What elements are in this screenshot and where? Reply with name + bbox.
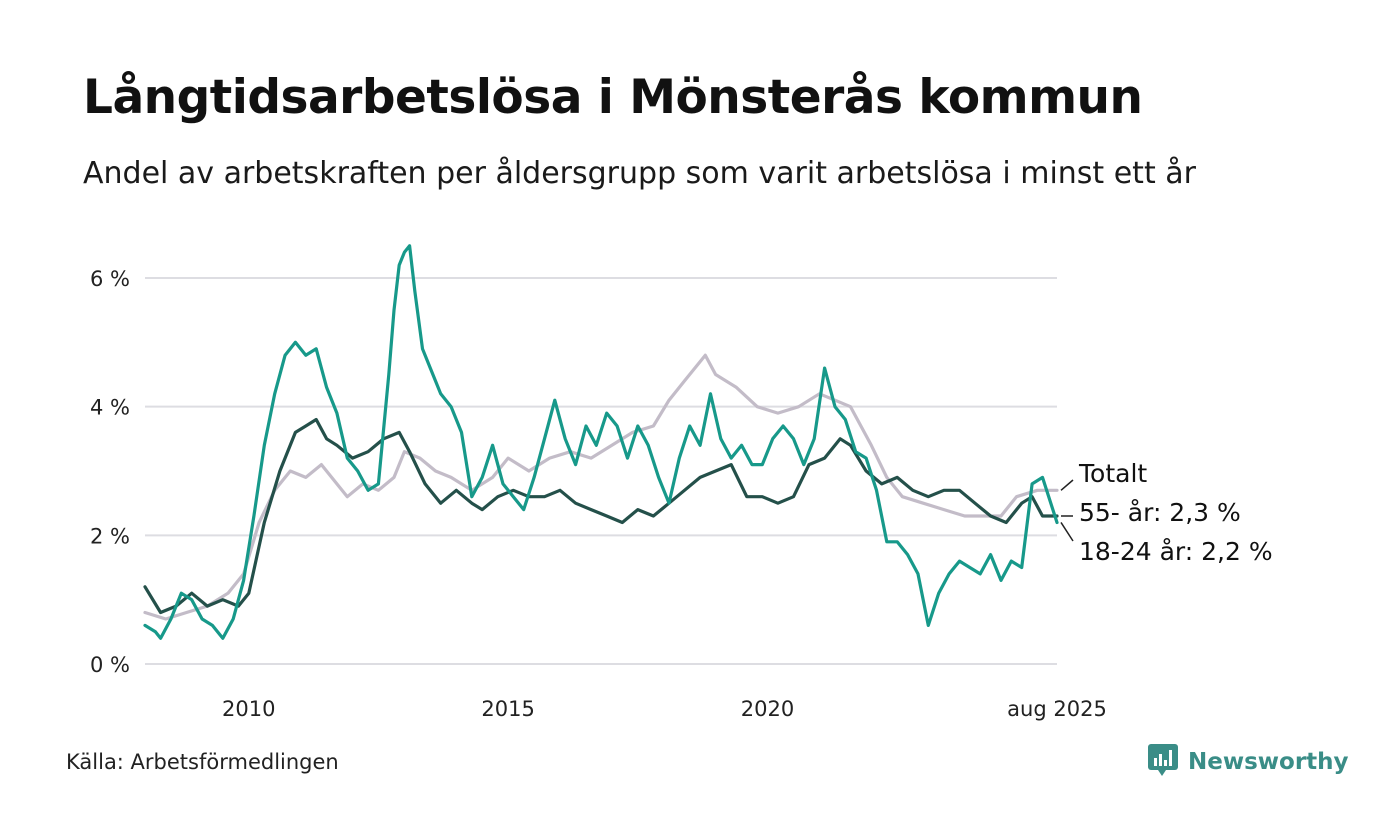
chart-title: Långtidsarbetslösa i Mönsterås kommun	[83, 70, 1143, 125]
x-axis-tick-labels: 2010 2015 2020 aug 2025	[222, 697, 1107, 721]
newsworthy-logo-icon	[1148, 744, 1178, 780]
leader-line	[1060, 479, 1074, 491]
x-tick-label: 2020	[741, 697, 794, 721]
y-tick-label: 0 %	[90, 653, 130, 677]
y-axis-tick-labels: 0 % 2 % 4 % 6 %	[90, 267, 130, 677]
end-labels: Totalt 55- år: 2,3 % 18-24 år: 2,2 %	[1060, 459, 1273, 566]
line-chart: 0 % 2 % 4 % 6 % 2010 2015 2020 aug 2025 Totalt…	[90, 244, 1273, 721]
brand-name: Newsworthy	[1188, 749, 1349, 775]
chart-subtitle: Andel av arbetskraften per åldersgrupp s…	[83, 156, 1196, 191]
leader-line	[1060, 522, 1074, 542]
y-tick-label: 2 %	[90, 524, 130, 548]
y-tick-label: 6 %	[90, 267, 130, 291]
series-lines	[143, 244, 1059, 640]
series-line-age1824	[143, 244, 1059, 640]
end-label-total: Totalt	[1078, 459, 1147, 488]
x-tick-label: 2010	[222, 697, 275, 721]
grid-lines	[145, 277, 1057, 665]
series-line-total	[143, 353, 1059, 621]
x-tick-label: 2015	[481, 697, 534, 721]
end-label-age1824: 18-24 år: 2,2 %	[1079, 537, 1273, 566]
end-label-age55: 55- år: 2,3 %	[1079, 498, 1241, 527]
x-tick-label: aug 2025	[1007, 697, 1107, 721]
brand-logo[interactable]: Newsworthy	[1148, 744, 1349, 780]
series-line-age55	[143, 417, 1059, 615]
source-note: Källa: Arbetsförmedlingen	[66, 750, 339, 774]
y-tick-label: 4 %	[90, 396, 130, 420]
